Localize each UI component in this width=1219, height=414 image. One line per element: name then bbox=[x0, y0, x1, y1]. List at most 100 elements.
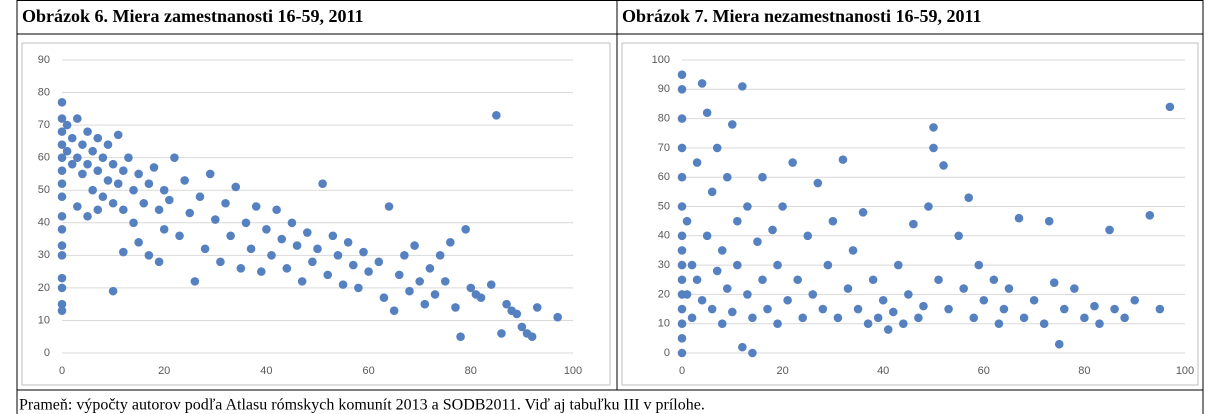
scatter-point bbox=[682, 216, 692, 226]
scatter-point bbox=[863, 319, 873, 329]
scatter-point bbox=[277, 234, 287, 244]
scatter-point bbox=[129, 218, 138, 228]
scatter-point bbox=[883, 325, 893, 334]
scatter-point bbox=[878, 295, 888, 305]
scatter-point bbox=[1019, 313, 1029, 323]
scatter-point bbox=[410, 241, 419, 250]
scatter-point bbox=[190, 277, 200, 286]
scatter-point bbox=[934, 275, 943, 285]
y-tick-label: 80 bbox=[658, 113, 670, 125]
scatter-point bbox=[57, 241, 67, 250]
scatter-point bbox=[119, 166, 128, 175]
y-tick-label: 20 bbox=[38, 282, 50, 294]
y-tick-label: 90 bbox=[658, 83, 670, 95]
y-tick-label: 50 bbox=[658, 200, 670, 212]
scatter-point bbox=[149, 163, 159, 172]
scatter-point bbox=[909, 219, 918, 229]
scatter-point bbox=[256, 267, 266, 276]
scatter-point bbox=[333, 251, 343, 260]
scatter-point bbox=[236, 264, 246, 273]
scatter-point bbox=[73, 153, 82, 162]
scatter-point bbox=[282, 264, 292, 273]
scatter-point bbox=[226, 231, 235, 241]
chart-title: Obrázok 6. Miera zamestnanosti 16-59, 20… bbox=[22, 6, 363, 26]
scatter-point bbox=[969, 313, 979, 323]
scatter-point bbox=[783, 295, 792, 305]
scatter-point bbox=[697, 79, 707, 88]
scatter-point bbox=[512, 309, 522, 319]
scatter-point bbox=[1110, 304, 1119, 314]
scatter-point bbox=[430, 290, 440, 299]
scatter-point bbox=[93, 133, 103, 143]
scatter-point bbox=[682, 290, 692, 299]
scatter-point bbox=[144, 251, 154, 260]
scatter-point bbox=[57, 283, 67, 293]
scatter-point bbox=[57, 299, 67, 309]
scatter-point bbox=[677, 348, 687, 358]
scatter-point bbox=[119, 205, 128, 215]
scatter-point bbox=[1130, 295, 1139, 305]
scatter-point bbox=[440, 277, 450, 286]
scatter-point bbox=[134, 169, 143, 179]
scatter-point bbox=[758, 172, 767, 182]
scatter-point bbox=[773, 260, 782, 270]
scatter-point bbox=[677, 143, 687, 153]
scatter-point bbox=[195, 192, 205, 202]
scatter-point bbox=[893, 260, 903, 270]
y-tick-label: 40 bbox=[38, 217, 50, 229]
scatter-point bbox=[1049, 278, 1059, 287]
scatter-point bbox=[323, 270, 333, 280]
scatter-point bbox=[813, 178, 823, 188]
scatter-point bbox=[88, 146, 97, 156]
scatter-point bbox=[818, 304, 828, 314]
scatter-point bbox=[251, 202, 261, 211]
scatter-point bbox=[803, 231, 813, 241]
y-tick-label: 40 bbox=[658, 230, 670, 242]
scatter-point bbox=[272, 205, 281, 215]
scatter-point bbox=[108, 159, 118, 169]
scatter-point bbox=[144, 179, 154, 189]
scatter-point bbox=[532, 303, 542, 312]
scatter-point bbox=[313, 244, 322, 254]
x-tick-label: 20 bbox=[776, 365, 788, 377]
scatter-point bbox=[405, 286, 414, 296]
scatter-point bbox=[185, 208, 195, 218]
scatter-point bbox=[677, 85, 687, 94]
scatter-point bbox=[180, 176, 189, 185]
scatter-point bbox=[98, 192, 108, 202]
x-tick-label: 0 bbox=[679, 365, 685, 377]
scatter-point bbox=[687, 260, 697, 270]
scatter-point bbox=[103, 176, 113, 185]
scatter-point bbox=[758, 275, 767, 285]
chart-title: Obrázok 7. Miera nezamestnanosti 16-59, … bbox=[622, 6, 981, 26]
scatter-point bbox=[687, 313, 697, 323]
scatter-point bbox=[717, 246, 727, 255]
scatter-point bbox=[904, 290, 913, 299]
scatter-point bbox=[999, 304, 1009, 314]
y-tick-label: 80 bbox=[38, 86, 50, 98]
scatter-point bbox=[974, 260, 984, 270]
scatter-point bbox=[205, 169, 215, 179]
scatter-point bbox=[1044, 216, 1054, 226]
scatter-point bbox=[1029, 295, 1039, 305]
scatter-point bbox=[502, 299, 511, 309]
scatter-point bbox=[979, 295, 989, 305]
scatter-point bbox=[833, 313, 843, 323]
scatter-point bbox=[302, 228, 312, 237]
scatter-point bbox=[677, 172, 687, 182]
scatter-point bbox=[728, 307, 737, 317]
scatter-point bbox=[113, 130, 123, 140]
scatter-point bbox=[733, 216, 742, 226]
scatter-point bbox=[702, 231, 712, 241]
scatter-point bbox=[57, 224, 67, 234]
scatter-point bbox=[78, 140, 87, 149]
scatter-point bbox=[364, 267, 373, 276]
scatter-point bbox=[93, 205, 103, 215]
scatter-point bbox=[78, 169, 87, 179]
scatter-point bbox=[1004, 284, 1014, 293]
scatter-point bbox=[124, 153, 133, 162]
scatter-point bbox=[57, 140, 67, 149]
y-tick-label: 10 bbox=[38, 314, 50, 326]
scatter-point bbox=[62, 120, 72, 130]
